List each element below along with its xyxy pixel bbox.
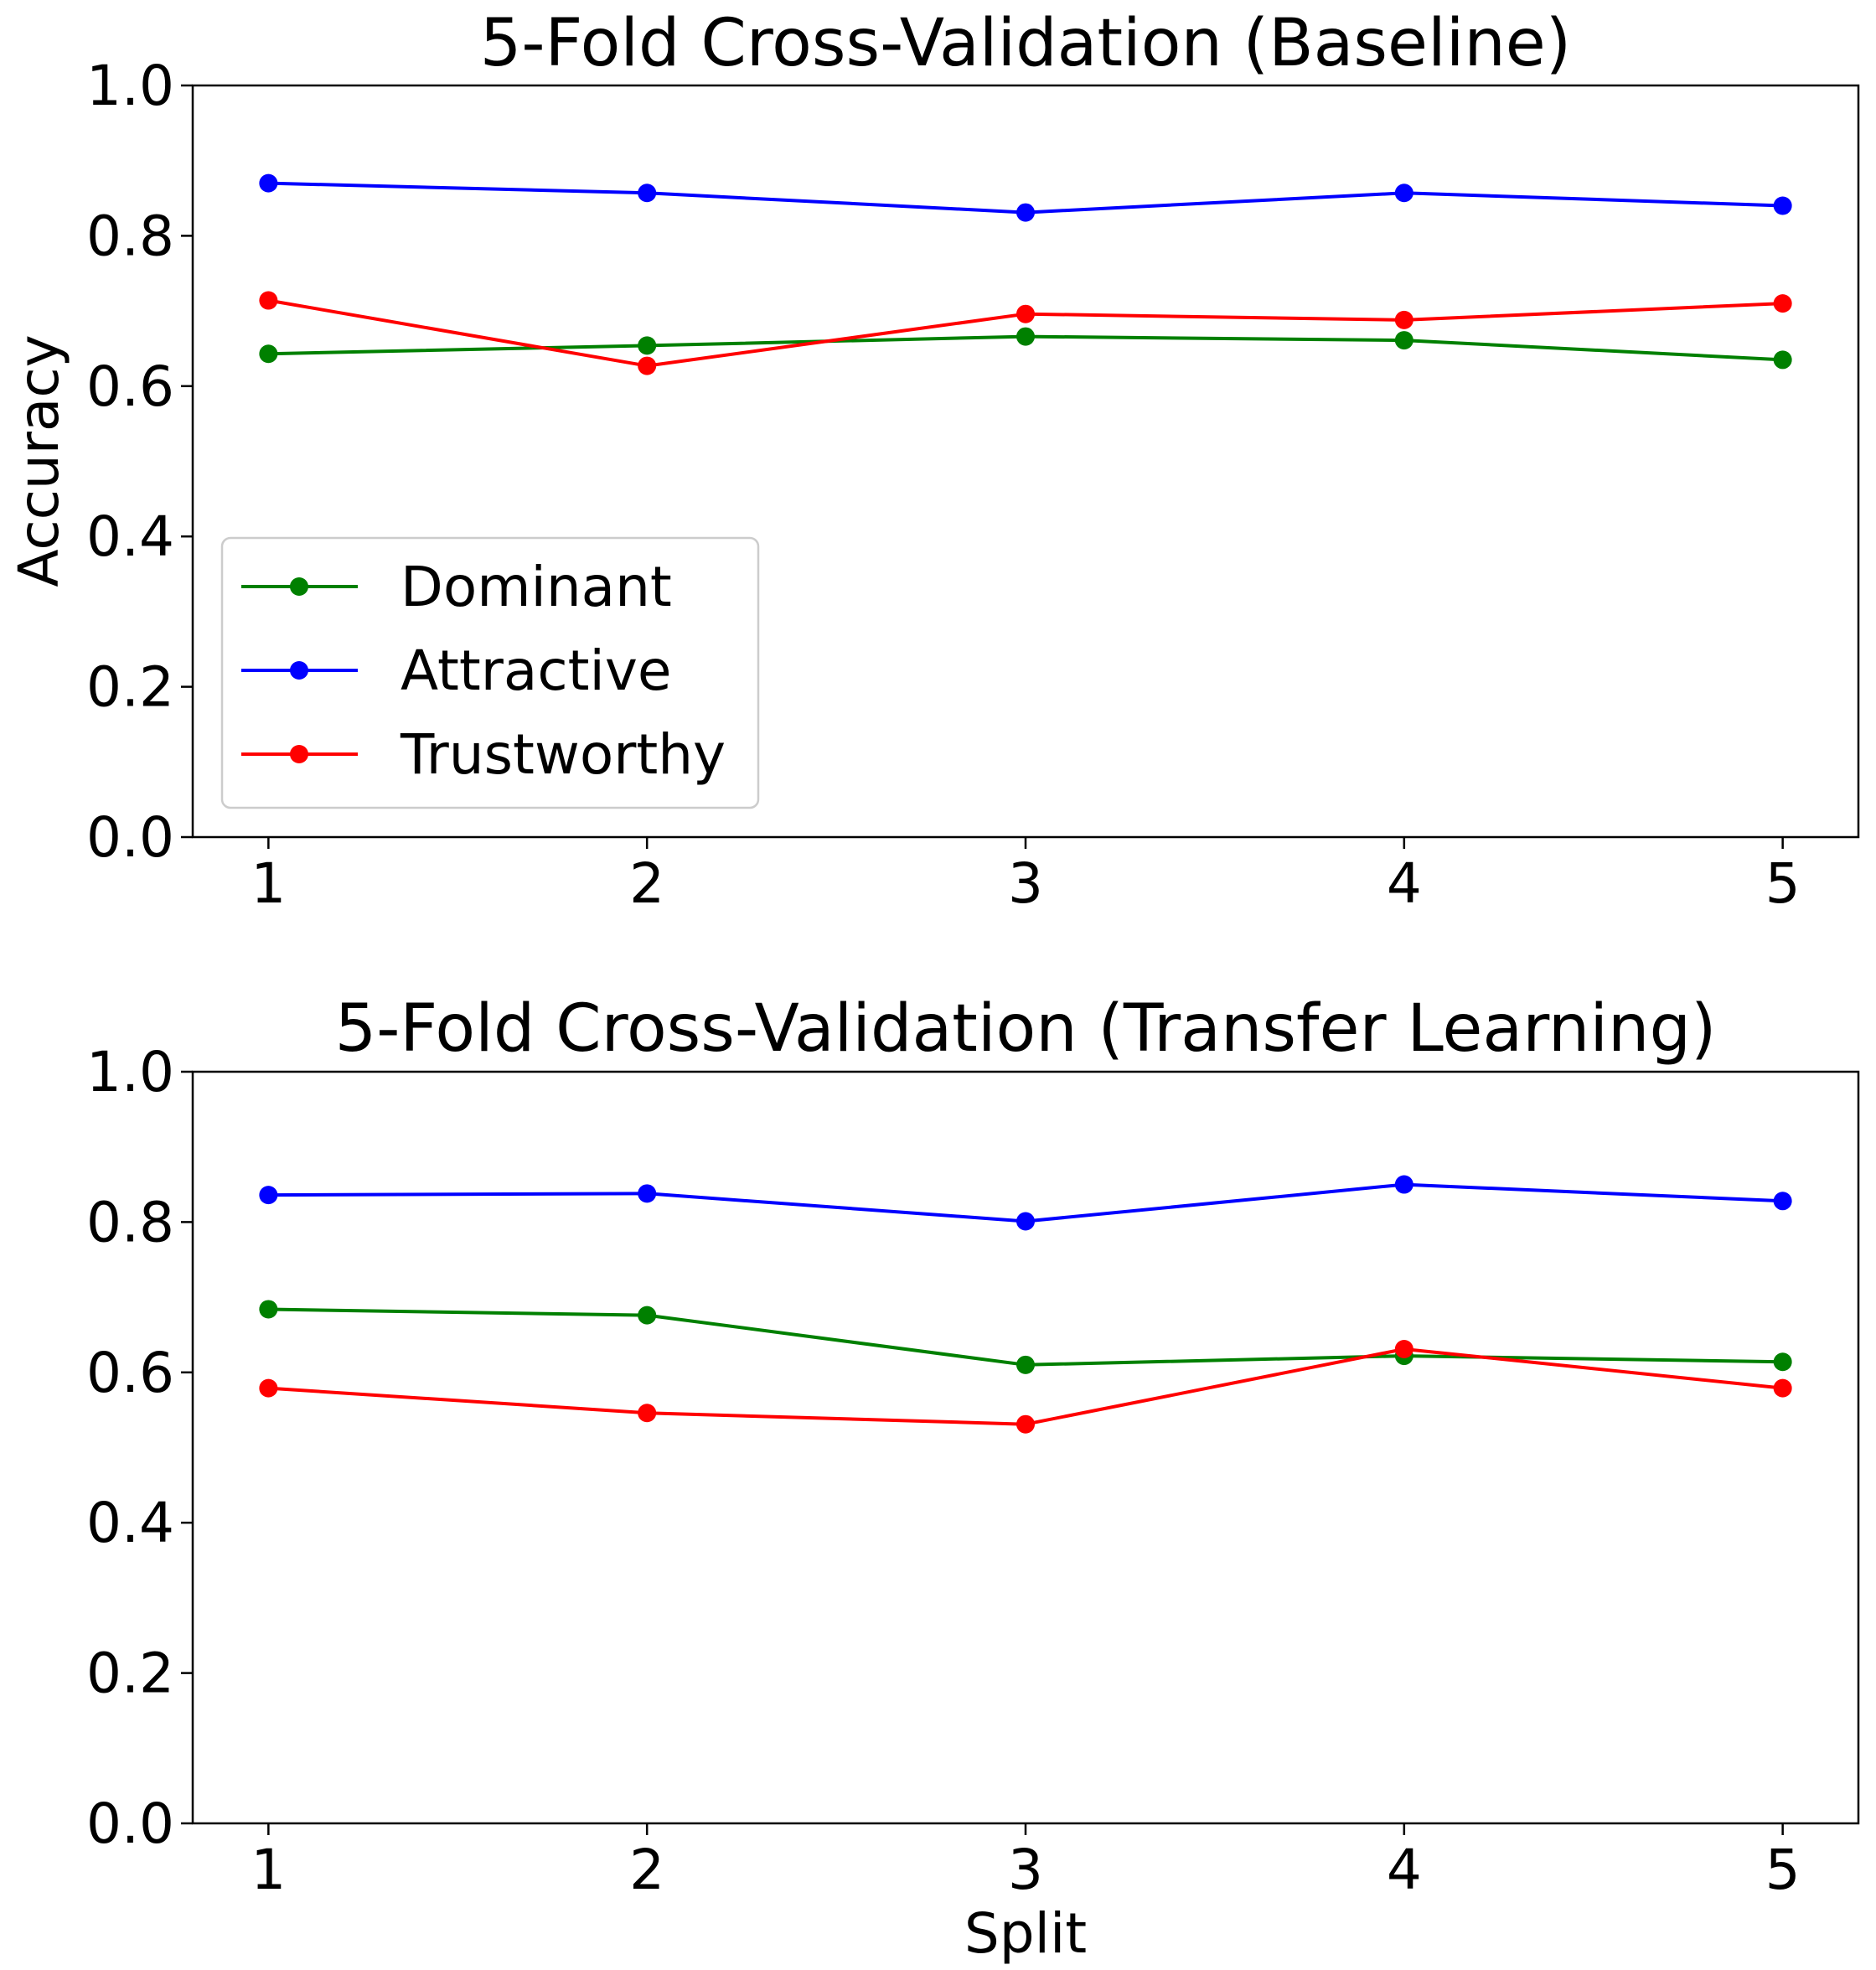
baseline-attractive-point <box>638 184 657 203</box>
baseline-y-tick-label: 0.4 <box>86 504 174 569</box>
baseline-y-tick-label: 0.0 <box>86 805 174 870</box>
transfer-dominant-point <box>638 1306 657 1325</box>
transfer-x-tick-label: 4 <box>1387 1838 1422 1902</box>
baseline-y-tick-label: 1.0 <box>86 54 174 118</box>
baseline-trustworthy-point <box>1773 294 1792 313</box>
baseline-x-tick-label: 3 <box>1008 851 1043 916</box>
baseline-attractive-point <box>1394 184 1413 203</box>
transfer-attractive-point <box>1394 1175 1413 1194</box>
transfer-y-tick-label: 1.0 <box>86 1040 174 1104</box>
transfer-y-tick-label: 0.2 <box>86 1642 174 1706</box>
transfer-x-tick-label: 1 <box>251 1838 286 1902</box>
baseline-chart-panel: 5-Fold Cross-Validation (Baseline) Accur… <box>7 6 1860 916</box>
baseline-dominant-point <box>1773 350 1792 370</box>
transfer-trustworthy-point <box>1016 1414 1035 1434</box>
transfer-y-tick-label: 0.6 <box>86 1341 174 1405</box>
legend-label-trustworthy: Trustworthy <box>400 722 726 787</box>
baseline-plot-frame <box>191 84 1860 839</box>
baseline-trustworthy-point <box>638 356 657 375</box>
transfer-dominant-point <box>1773 1352 1792 1372</box>
baseline-axes: 0.0 0.2 0.4 0.6 0.8 1.0 1 2 3 4 5 <box>86 54 1801 916</box>
transfer-x-tick-label: 2 <box>629 1838 664 1902</box>
legend-label-dominant: Dominant <box>401 555 672 619</box>
baseline-dominant-point <box>1016 327 1035 346</box>
baseline-x-tick-label: 1 <box>251 851 286 916</box>
transfer-attractive-point <box>638 1184 657 1203</box>
legend-box <box>220 536 760 809</box>
transfer-trustworthy-point <box>259 1378 278 1398</box>
transfer-y-tick-label: 0.4 <box>86 1491 174 1555</box>
transfer-y-tick-label: 0.0 <box>86 1792 174 1856</box>
baseline-y-tick-label: 0.6 <box>86 354 174 419</box>
baseline-dominant-point <box>1394 331 1413 350</box>
transfer-learning-chart-panel: 5-Fold Cross-Validation (Transfer Learni… <box>86 991 1860 1966</box>
baseline-attractive-point <box>259 173 278 193</box>
baseline-attractive-point <box>1016 203 1035 222</box>
transfer-x-axis-label: Split <box>964 1901 1087 1966</box>
transfer-trustworthy-point <box>638 1404 657 1423</box>
baseline-x-tick-label: 4 <box>1387 851 1422 916</box>
transfer-dominant-point <box>259 1300 278 1319</box>
transfer-attractive-point <box>1016 1212 1035 1231</box>
baseline-trustworthy-point <box>1394 310 1413 329</box>
transfer-trustworthy-point <box>1394 1339 1413 1358</box>
baseline-trustworthy-point <box>259 291 278 310</box>
baseline-legend: Dominant Attractive Trustworthy <box>220 536 760 809</box>
legend-marker-trustworthy <box>290 745 308 763</box>
transfer-y-tick-label: 0.8 <box>86 1190 174 1254</box>
baseline-trustworthy-point <box>1016 304 1035 323</box>
transfer-attractive-point <box>1773 1192 1792 1211</box>
transfer-chart-title: 5-Fold Cross-Validation (Transfer Learni… <box>335 991 1717 1067</box>
legend-label-attractive: Attractive <box>401 639 672 703</box>
baseline-x-tick-label: 5 <box>1765 851 1801 916</box>
legend-marker-attractive <box>290 661 308 680</box>
baseline-chart-title: 5-Fold Cross-Validation (Baseline) <box>480 6 1571 81</box>
transfer-dominant-point <box>1016 1355 1035 1374</box>
baseline-dominant-point <box>259 344 278 364</box>
baseline-attractive-point <box>1773 196 1792 215</box>
legend-marker-dominant <box>290 577 308 596</box>
transfer-plot-frame <box>191 1070 1860 1825</box>
transfer-x-tick-label: 3 <box>1008 1838 1043 1902</box>
transfer-attractive-point <box>259 1186 278 1205</box>
baseline-y-tick-label: 0.2 <box>86 655 174 720</box>
transfer-x-tick-label: 5 <box>1765 1838 1801 1902</box>
transfer-trustworthy-point <box>1773 1378 1792 1398</box>
transfer-series-layer <box>259 1175 1792 1434</box>
baseline-series-layer <box>259 173 1792 375</box>
baseline-y-axis-label: Accuracy <box>7 334 71 587</box>
baseline-dominant-point <box>638 336 657 355</box>
transfer-axes: 0.0 0.2 0.4 0.6 0.8 1.0 1 2 3 4 5 <box>86 1040 1801 1902</box>
baseline-y-tick-label: 0.8 <box>86 204 174 268</box>
baseline-x-tick-label: 2 <box>629 851 664 916</box>
